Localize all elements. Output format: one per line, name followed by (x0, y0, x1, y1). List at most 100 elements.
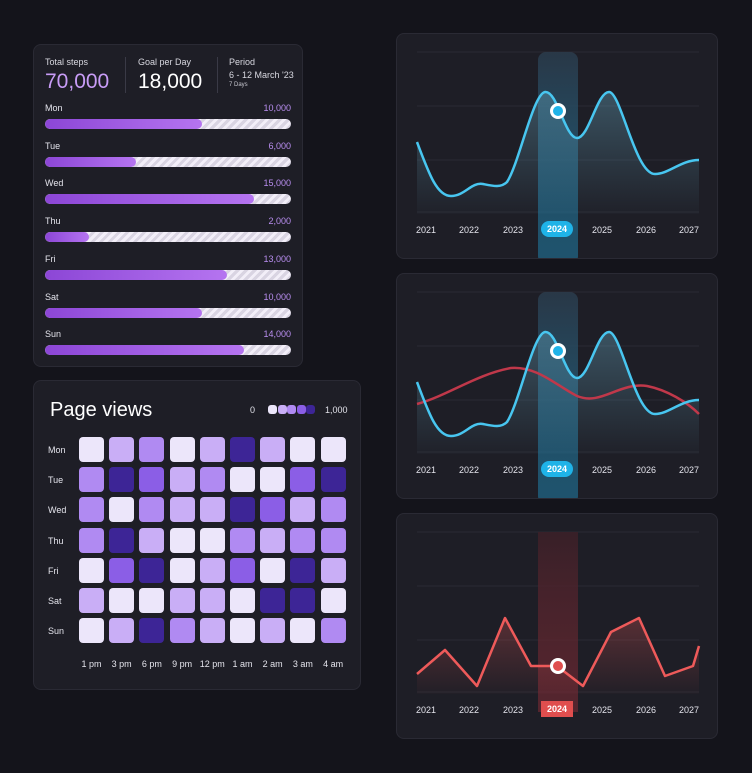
selected-year-pill[interactable]: 2024 (541, 701, 573, 717)
year-label: 2027 (678, 705, 700, 715)
heatmap-cell[interactable] (169, 467, 195, 493)
heatmap-cell[interactable] (199, 588, 225, 613)
goal-value: 18,000 (138, 70, 203, 93)
series-line-cyan (415, 330, 700, 438)
day-label: Mon (45, 103, 63, 113)
heatmap-cell[interactable] (260, 557, 286, 583)
total-steps-stat: Total steps 70,000 (45, 57, 109, 94)
heatmap-cell[interactable] (260, 497, 286, 523)
heatmap-cell[interactable] (199, 467, 225, 493)
selected-year-pill[interactable]: 2024 (541, 461, 573, 477)
heatmap-cell[interactable] (260, 527, 286, 553)
heatmap-cell[interactable] (230, 618, 255, 644)
heatmap-cell[interactable] (320, 557, 346, 583)
heatmap-column-label: 12 pm (199, 659, 225, 669)
day-row: Tue 6,000 (45, 141, 291, 169)
progress-bar (45, 307, 291, 318)
data-point-marker-inner (553, 106, 563, 116)
heatmap-cell[interactable] (230, 527, 255, 553)
heatmap-cell[interactable] (199, 618, 225, 644)
heatmap-cell[interactable] (79, 527, 104, 553)
heatmap-cell[interactable] (230, 588, 255, 613)
selected-year-pill[interactable]: 2024 (541, 221, 573, 237)
day-value: 15,000 (263, 178, 291, 189)
heatmap-cell[interactable] (79, 497, 104, 523)
year-label: 2023 (502, 465, 524, 475)
legend-max-label: 1,000 (325, 405, 348, 415)
heatmap-column-label: 3 am (292, 659, 313, 669)
year-label: 2027 (678, 465, 700, 475)
heatmap-cell[interactable] (260, 437, 286, 462)
heatmap-cell[interactable] (169, 437, 195, 462)
heatmap-cell[interactable] (79, 467, 104, 493)
heatmap-cell[interactable] (290, 497, 316, 523)
legend-min-label: 0 (250, 405, 256, 415)
chart-svg (415, 51, 700, 258)
heatmap-cell[interactable] (290, 618, 316, 644)
heatmap-cell[interactable] (79, 557, 104, 583)
line-chart-coral: 2021 2022 2023 2024 2025 2026 2027 (396, 513, 718, 739)
heatmap-cell[interactable] (320, 467, 346, 493)
day-value: 2,000 (268, 216, 291, 227)
heatmap-cell[interactable] (320, 497, 346, 523)
legend-swatch (277, 405, 287, 414)
heatmap-cell[interactable] (169, 527, 195, 553)
heatmap-column-label: 1 am (232, 659, 253, 669)
heatmap-cell[interactable] (290, 437, 316, 462)
heatmap-cell[interactable] (199, 557, 225, 583)
heatmap-cell[interactable] (139, 497, 165, 523)
heatmap-cell[interactable] (169, 497, 195, 523)
heatmap-cell[interactable] (109, 618, 135, 644)
heatmap-cell[interactable] (139, 557, 165, 583)
heatmap-cell[interactable] (230, 497, 255, 523)
heatmap-cell[interactable] (260, 618, 286, 644)
year-label: 2027 (678, 225, 700, 235)
heatmap-cell[interactable] (109, 557, 135, 583)
heatmap-cell[interactable] (109, 588, 135, 613)
heatmap-cell[interactable] (169, 557, 195, 583)
heatmap-cell[interactable] (79, 588, 104, 613)
progress-fill (45, 307, 203, 318)
heatmap-cell[interactable] (260, 467, 286, 493)
heatmap-cell[interactable] (139, 467, 165, 493)
day-value: 10,000 (263, 103, 291, 113)
heatmap-cell[interactable] (260, 588, 286, 613)
heatmap-cell[interactable] (290, 527, 316, 553)
heatmap-cell[interactable] (169, 618, 195, 644)
heatmap-cell[interactable] (320, 588, 346, 613)
heatmap-cell[interactable] (79, 437, 104, 462)
heatmap-cell[interactable] (139, 618, 165, 644)
heatmap-cell[interactable] (230, 467, 255, 493)
heatmap-cell[interactable] (199, 497, 225, 523)
heatmap-cell[interactable] (109, 527, 135, 553)
day-row: Sat 10,000 (45, 292, 291, 320)
heatmap-cell[interactable] (139, 437, 165, 462)
heatmap-cell[interactable] (320, 527, 346, 553)
day-row: Thu 2,000 (45, 216, 291, 244)
page-views-card: Page views 0 1,000 Mon Tue Wed Thu Fri Sat Sun… (33, 380, 361, 690)
year-label: 2021 (415, 465, 437, 475)
heatmap-cell[interactable] (109, 467, 135, 493)
heatmap-cell[interactable] (320, 437, 346, 462)
data-point-marker-inner (553, 346, 563, 356)
heatmap-cell[interactable] (139, 588, 165, 613)
heatmap-cell[interactable] (79, 618, 104, 644)
progress-bar (45, 232, 291, 243)
heatmap-cell[interactable] (290, 588, 316, 613)
total-steps-label: Total steps (45, 57, 89, 67)
heatmap-cell[interactable] (320, 618, 346, 644)
heatmap-cell[interactable] (139, 527, 165, 553)
heatmap-cell[interactable] (109, 497, 135, 523)
total-steps-value: 70,000 (45, 70, 110, 93)
heatmap-cell[interactable] (199, 437, 225, 462)
heatmap-cell[interactable] (169, 588, 195, 613)
year-label: 2025 (591, 705, 613, 715)
heatmap-cell[interactable] (290, 467, 316, 493)
heatmap-cell[interactable] (199, 527, 225, 553)
progress-fill (45, 156, 137, 167)
heatmap-cell[interactable] (230, 437, 255, 462)
heatmap-row-label: Tue (48, 475, 64, 486)
heatmap-cell[interactable] (230, 557, 255, 583)
heatmap-cell[interactable] (290, 557, 316, 583)
heatmap-cell[interactable] (109, 437, 135, 462)
